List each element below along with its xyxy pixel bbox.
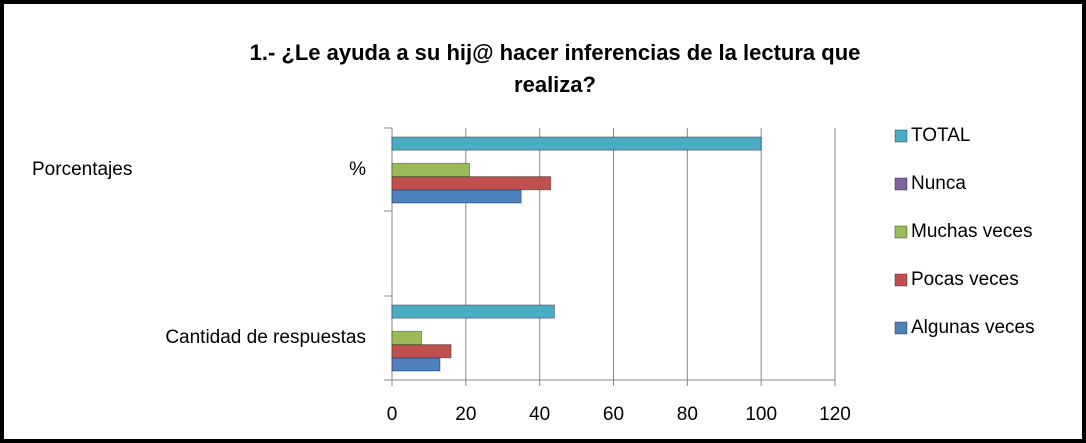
y-tick-unit: % [349,159,366,180]
y-tick-label: Cantidad de respuestas [165,327,366,348]
x-tick-label: 40 [529,404,550,425]
bar [391,136,762,151]
y-tick-label: Porcentajes [32,159,132,180]
x-tick-label: 0 [387,404,398,425]
bar [391,189,522,204]
legend-swatch [894,321,908,335]
x-tick-label: 80 [677,404,698,425]
x-tick-label: 100 [745,404,777,425]
x-tick-label: 20 [455,404,476,425]
legend-label: Pocas veces [911,269,1019,290]
legend-swatch [894,129,908,143]
bar [391,162,471,178]
legend-swatch [894,225,908,239]
legend-swatch [894,273,908,287]
chart-title: 1.- ¿Le ayuda a su hij@ hacer inferencia… [249,40,861,97]
legend-label: Algunas veces [911,317,1035,338]
x-tick-label: 120 [819,404,851,425]
bar [391,304,555,319]
bar [391,330,423,346]
bar [391,357,441,372]
legend-label: Muchas veces [911,221,1032,242]
legend-swatch [894,177,908,191]
x-tick-label: 60 [603,404,624,425]
bar [391,344,452,359]
legend-label: TOTAL [911,125,970,146]
bar [391,176,552,191]
legend-label: Nunca [911,173,966,194]
